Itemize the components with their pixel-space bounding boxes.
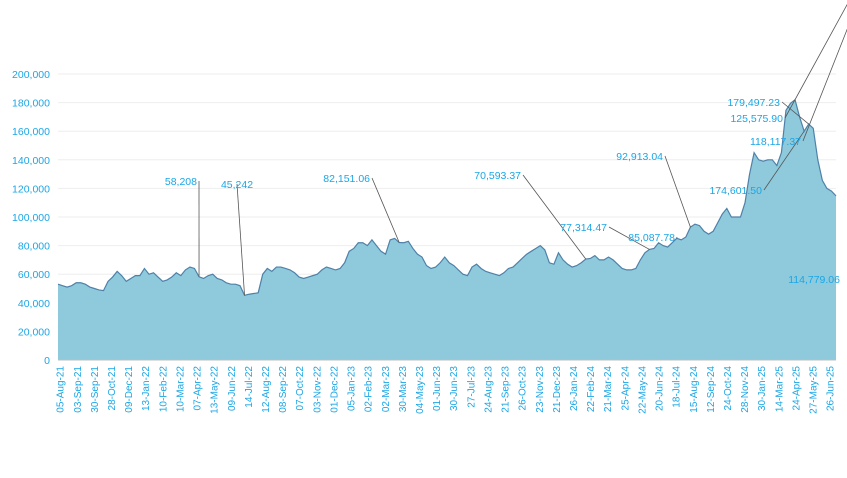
area-series — [58, 99, 836, 361]
annotation-label: 118,117.37 — [750, 136, 801, 148]
x-tick-label: 30-Jun-23 — [449, 366, 460, 411]
annotation-leader-line — [522, 174, 587, 260]
x-tick-label: 20-Jun-24 — [655, 366, 666, 411]
x-tick-label: 26-Oct-23 — [518, 366, 529, 411]
annotation-label: 77,314.47 — [560, 222, 607, 234]
annotation-leader-line — [781, 101, 809, 125]
y-tick-label: 140,000 — [12, 155, 50, 167]
annotation-label: 70,593.37 — [474, 170, 521, 182]
y-tick-label: 40,000 — [18, 298, 50, 310]
x-tick-label: 05-Aug-21 — [56, 366, 67, 413]
x-tick-label: 22-Feb-24 — [586, 366, 597, 413]
x-tick-label: 30-Mar-23 — [398, 366, 409, 413]
x-tick-label: 13-May-22 — [210, 366, 221, 414]
annotation-leader-line — [784, 4, 847, 119]
x-tick-label: 21-Mar-24 — [603, 366, 614, 413]
x-tick-label: 23-Nov-23 — [535, 366, 546, 413]
x-tick-label: 12-Aug-22 — [261, 366, 272, 413]
x-tick-label: 04-May-23 — [415, 366, 426, 414]
y-tick-label: 180,000 — [12, 98, 50, 110]
x-tick-label: 14-Jul-22 — [244, 366, 255, 408]
y-tick-label: 60,000 — [18, 269, 50, 281]
x-tick-label: 27-Jul-23 — [466, 366, 477, 408]
y-tick-label: 0 — [44, 355, 50, 367]
x-tick-label: 24-Oct-24 — [723, 366, 734, 411]
annotation-label: 179,497.23 — [727, 97, 780, 109]
x-tick-label: 24-Apr-25 — [791, 366, 802, 411]
x-tick-label: 14-Mar-25 — [774, 366, 785, 413]
x-tick-label: 12-Sep-24 — [706, 366, 717, 413]
x-tick-label: 24-Aug-23 — [483, 366, 494, 413]
x-tick-label: 26-Jun-25 — [826, 366, 837, 411]
x-tick-label: 07-Oct-22 — [295, 366, 306, 411]
x-tick-label: 15-Aug-24 — [689, 366, 700, 413]
x-tick-label: 01-Dec-22 — [329, 366, 340, 413]
x-tick-label: 03-Nov-22 — [312, 366, 323, 413]
x-tick-label: 10-Mar-22 — [175, 366, 186, 413]
annotation-leader-line — [802, 28, 847, 142]
y-tick-label: 200,000 — [12, 69, 50, 81]
x-tick-label: 07-Apr-22 — [193, 366, 204, 411]
y-tick-label: 100,000 — [12, 212, 50, 224]
annotation-leader-line — [763, 130, 805, 191]
annotation-label: 125,575.90 — [730, 113, 783, 125]
x-tick-label: 30-Jan-25 — [757, 366, 768, 411]
x-tick-label: 02-Feb-23 — [364, 366, 375, 413]
x-tick-label: 13-Jan-22 — [141, 366, 152, 411]
x-tick-label: 22-May-24 — [637, 366, 648, 414]
x-tick-label: 27-May-25 — [809, 366, 820, 414]
x-tick-label: 09-Dec-21 — [124, 366, 135, 413]
annotation-label: 58,208 — [165, 176, 197, 188]
y-tick-label: 120,000 — [12, 183, 50, 195]
x-tick-label: 10-Feb-22 — [158, 366, 169, 413]
x-tick-label: 21-Dec-23 — [552, 366, 563, 413]
annotation-leader-line — [664, 155, 691, 228]
y-tick-label: 20,000 — [18, 326, 50, 338]
annotation-leader-line — [371, 177, 400, 243]
x-tick-label: 25-Apr-24 — [620, 366, 631, 411]
y-axis: 0 20,000 40,000 60,000 80,000 100,000 120,000 1… — [12, 69, 50, 367]
annotation-leader-line — [608, 226, 650, 250]
x-axis: 05-Aug-21 03-Sep-21 30-Sep-21 28-Oct-21 09-D… — [56, 366, 837, 414]
x-tick-label: 05-Jan-23 — [347, 366, 358, 411]
x-tick-label: 28-Oct-21 — [107, 366, 118, 411]
annotation-label: 114,779.06 — [788, 274, 840, 286]
y-tick-label: 160,000 — [12, 126, 50, 138]
annotation-label: 174,601.50 — [709, 185, 762, 197]
annotation-label: 45,242 — [221, 179, 253, 191]
annotation-label: 92,913.04 — [616, 151, 663, 163]
x-tick-label: 03-Sep-21 — [73, 366, 84, 413]
x-tick-label: 08-Sep-22 — [278, 366, 289, 413]
series-line — [57, 98, 837, 296]
annotation-leader-line — [236, 183, 245, 296]
x-tick-label: 26-Jan-24 — [569, 366, 580, 411]
annotations: 58,208 45,242 82,151.06 70,593.37 77,314.47 8… — [165, 4, 847, 296]
x-tick-label: 02-Mar-23 — [381, 366, 392, 413]
x-tick-label: 09-Jun-22 — [227, 366, 238, 411]
x-tick-label: 28-Nov-24 — [740, 366, 751, 413]
annotation-label: 85,087.78 — [628, 232, 675, 244]
y-tick-label: 80,000 — [18, 241, 50, 253]
x-tick-label: 18-Jul-24 — [672, 366, 683, 408]
x-tick-label: 21-Sep-23 — [501, 366, 512, 413]
annotation-label: 82,151.06 — [323, 173, 370, 185]
x-tick-label: 30-Sep-21 — [90, 366, 101, 413]
x-tick-label: 01-Jun-23 — [432, 366, 443, 411]
